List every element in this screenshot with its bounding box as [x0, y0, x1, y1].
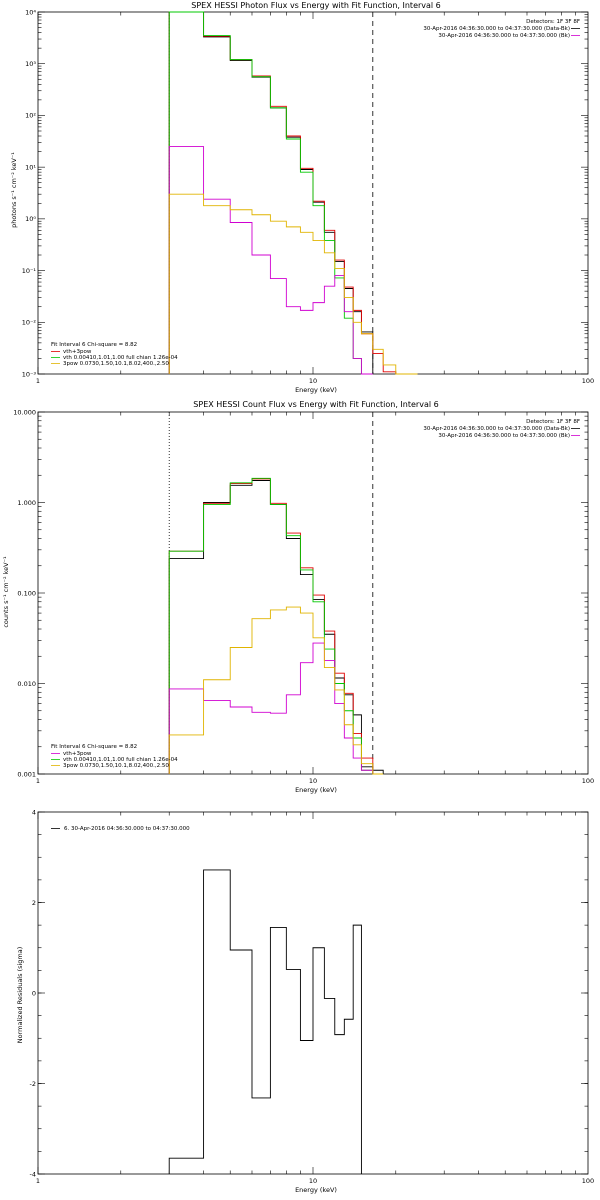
photon-plot-area: 1 10 100 10⁻³ 10⁻² 10⁻¹ 10⁰ 10¹ 10² 10³ 10⁴ — [22, 8, 595, 385]
photon-x-axis-label: Energy (keV) — [295, 386, 337, 394]
count-x-tick-label: 1 — [36, 777, 40, 785]
residuals-legend-label: 6. 30-Apr-2016 04:36:30.000 to 04:37:30.… — [64, 826, 190, 832]
count-y-tick-label: 1.000 — [17, 499, 36, 507]
count-legend-total: vth+3pow — [63, 751, 92, 757]
photon-info-data-interval: 30-Apr-2016 04:36:30.000 to 04:37:30.000… — [423, 26, 570, 32]
photon-series-4-histogram — [168, 193, 418, 375]
photon-flux-panel: SPEX HESSI Photon Flux vs Energy with Fi… — [10, 1, 594, 394]
count-x-axis-label: Energy (keV) — [295, 786, 337, 794]
photon-y-axis-label: photons s⁻¹ cm⁻² keV⁻¹ — [10, 152, 18, 228]
count-legend-3pow: 3pow 0.0730,1.50,10.1,8.02,400.,2.50 — [63, 763, 169, 769]
count-legend: Fit Interval 6 Chi-square = 8.82 vth+3po… — [51, 744, 178, 769]
count-x-tick-label: 10 — [309, 777, 317, 785]
photon-y-tick-label: 10² — [25, 112, 36, 120]
count-y-axis-label: counts s⁻¹ cm⁻² keV⁻¹ — [2, 556, 10, 628]
photon-x-tick-label: 10 — [309, 377, 317, 385]
photon-y-tick-label: 10³ — [25, 60, 36, 68]
photon-series-2-histogram — [168, 11, 373, 375]
residuals-series-0-histogram — [168, 869, 362, 1174]
residuals-y-tick-label: 0 — [32, 989, 36, 997]
residuals-plot-area: 1 10 100 -4 -2 0 2 4 — [30, 808, 595, 1185]
count-legend-header: Fit Interval 6 Chi-square = 8.82 — [51, 744, 137, 750]
count-y-tick-label: 0.010 — [17, 680, 36, 688]
residuals-y-tick-label: 4 — [32, 808, 36, 816]
count-info-bk-interval: 30-Apr-2016 04:36:30.000 to 04:37:30.000… — [438, 433, 570, 439]
photon-y-tick-label: 10⁰ — [25, 215, 36, 223]
photon-info-bk-interval: 30-Apr-2016 04:36:30.000 to 04:37:30.000… — [438, 33, 570, 39]
photon-legend-header: Fit Interval 6 Chi-square = 8.82 — [51, 342, 137, 348]
photon-legend: Fit Interval 6 Chi-square = 8.82 vth+3po… — [51, 342, 178, 367]
residuals-x-tick-label: 1 — [36, 1177, 40, 1185]
count-y-tick-label: 0.001 — [17, 770, 36, 778]
residuals-x-tick-label: 100 — [582, 1177, 594, 1185]
count-info-data-interval: 30-Apr-2016 04:36:30.000 to 04:37:30.000… — [423, 426, 570, 432]
count-panel-title: SPEX HESSI Count Flux vs Energy with Fit… — [193, 400, 438, 409]
photon-y-tick-label: 10⁻³ — [22, 370, 37, 378]
photon-x-tick-label: 100 — [582, 377, 594, 385]
photon-x-tick-label: 1 — [36, 377, 40, 385]
count-series-4-histogram — [168, 606, 384, 775]
residuals-y-tick-label: -4 — [30, 1170, 36, 1178]
count-x-tick-label: 100 — [582, 777, 594, 785]
photon-legend-vth: vth 0.00410,1.01,1.00 full chian 1.26e-0… — [63, 355, 178, 361]
residuals-legend: 6. 30-Apr-2016 04:36:30.000 to 04:37:30.… — [51, 826, 190, 832]
photon-legend-total: vth+3pow — [63, 349, 92, 355]
photon-y-tick-label: 10⁻² — [22, 319, 37, 327]
photon-panel-title: SPEX HESSI Photon Flux vs Energy with Fi… — [191, 1, 441, 10]
photon-y-tick-label: 10⁴ — [25, 8, 36, 16]
residuals-panel: 1 10 100 -4 -2 0 2 4 Energy (keV) Normalized Re… — [16, 808, 594, 1194]
photon-info-detectors: Detectors: 1F 3F 8F — [526, 19, 580, 25]
residuals-y-axis-label: Normalized Residuals (sigma) — [16, 947, 24, 1044]
photon-legend-3pow: 3pow 0.0730,1.50,10.1,8.02,400.,2.50 — [63, 361, 169, 367]
residuals-y-tick-label: -2 — [30, 1080, 36, 1088]
residuals-y-tick-label: 2 — [32, 899, 36, 907]
count-legend-vth: vth 0.00410,1.01,1.00 full chian 1.26e-0… — [63, 757, 178, 763]
count-plot-area: 1 10 100 0.001 0.010 0.100 1.000 10.000 — [13, 408, 594, 785]
count-y-tick-label: 0.100 — [17, 589, 36, 597]
photon-y-tick-label: 10¹ — [25, 163, 36, 171]
count-y-tick-label: 10.000 — [13, 408, 36, 416]
count-flux-panel: SPEX HESSI Count Flux vs Energy with Fit… — [2, 400, 594, 794]
count-info-detectors: Detectors: 1F 3F 8F — [526, 419, 580, 425]
photon-y-tick-label: 10⁻¹ — [22, 267, 37, 275]
count-info-box: Detectors: 1F 3F 8F 30-Apr-2016 04:36:30… — [423, 419, 580, 439]
count-series-3-histogram — [168, 642, 374, 774]
photon-info-box: Detectors: 1F 3F 8F 30-Apr-2016 04:36:30… — [423, 19, 580, 39]
residuals-x-axis-label: Energy (keV) — [295, 1186, 337, 1194]
residuals-x-tick-label: 10 — [309, 1177, 317, 1185]
